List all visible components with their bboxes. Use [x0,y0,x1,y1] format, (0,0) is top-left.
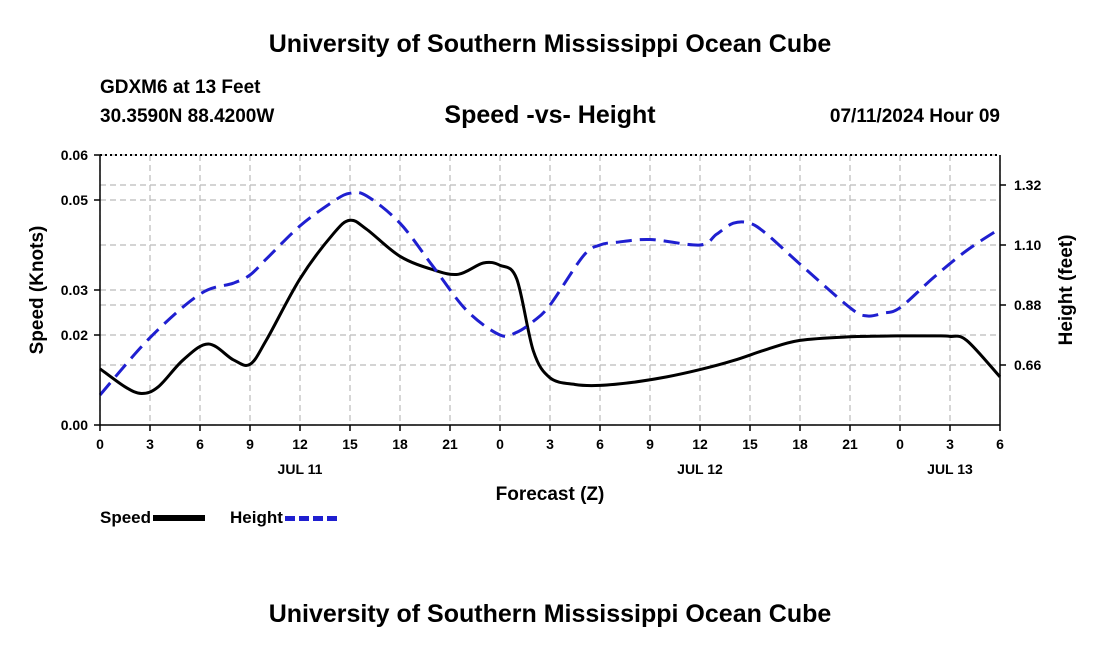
y-tick-label: 0.00 [61,417,88,433]
x-date-label: JUL 12 [677,461,723,477]
height-series-line [98,190,1001,396]
legend-height: Height [230,508,337,528]
station-coordinates: 30.3590N 88.4200W [100,106,275,127]
legend-speed: Speed [100,508,206,528]
x-tick-label: 15 [342,436,358,452]
legend-height-swatch [284,515,337,521]
x-axis-title: Forecast (Z) [496,484,605,505]
x-tick-label: 6 [996,436,1004,452]
y-tick-label: 0.02 [61,327,88,343]
x-tick-label: 0 [896,436,904,452]
station-label: GDXM6 at 13 Feet [100,77,261,98]
x-tick-label: 0 [96,436,104,452]
y2-axis-title: Height (feet) [1056,235,1077,346]
x-tick-label: 3 [946,436,954,452]
x-tick-label: 21 [442,436,458,452]
x-tick-label: 12 [292,436,308,452]
y-tick-label: 0.06 [61,147,88,163]
x-tick-label: 15 [742,436,758,452]
x-tick-label: 9 [246,436,254,452]
x-tick-label: 18 [392,436,408,452]
legend-height-label: Height [230,508,283,527]
x-tick-label: 0 [496,436,504,452]
x-tick-label: 18 [792,436,808,452]
x-tick-label: 21 [842,436,858,452]
x-tick-label: 12 [692,436,708,452]
tick-labels: 0 3 6 9 12 15 18 21 0 3 6 9 12 15 18 21 0 3 6 JUL 11 JUL 12 J… [61,147,1042,477]
y2-tick-label: 1.32 [1014,177,1041,193]
forecast-datetime: 07/11/2024 Hour 09 [829,106,1000,127]
legend-speed-swatch [153,515,206,521]
x-tick-label: 3 [546,436,554,452]
y2-tick-label: 0.88 [1014,297,1041,313]
x-tick-label: 6 [596,436,604,452]
chart-title: University of Southern Mississippi Ocean… [268,30,832,58]
x-tick-label: 3 [146,436,154,452]
x-date-label: JUL 13 [927,461,973,477]
x-tick-label: 9 [646,436,654,452]
y-tick-label: 0.03 [61,282,88,298]
footer-title: University of Southern Mississippi Ocean… [268,600,832,628]
legend-speed-label: Speed [100,508,152,527]
y2-tick-label: 1.10 [1014,237,1041,253]
chart-subtitle: Speed -vs- Height [444,101,656,129]
speed-series-line [99,218,1002,395]
y-tick-label: 0.05 [61,192,88,208]
x-date-label: JUL 11 [278,461,323,477]
y-axis-title: Speed (Knots) [27,226,48,355]
x-tick-label: 6 [196,436,204,452]
grid-lines [99,154,1001,426]
y2-tick-label: 0.66 [1014,357,1041,373]
axes [94,154,1006,431]
series-lines [98,190,1002,396]
